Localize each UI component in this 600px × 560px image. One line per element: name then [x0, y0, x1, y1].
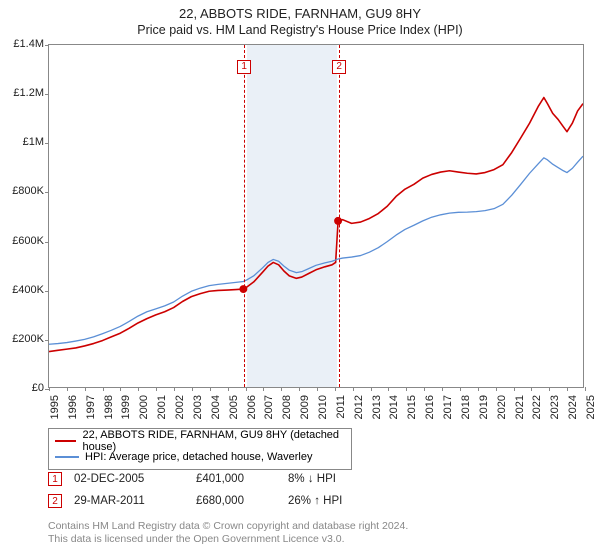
sale-marker-1: 1	[48, 472, 62, 486]
y-axis-label: £1.2M	[0, 87, 44, 99]
chart-marker-label: 1	[237, 60, 251, 74]
sale-row-1: 1 02-DEC-2005 £401,000 8% ↓ HPI	[48, 472, 378, 486]
sale-price-1: £401,000	[196, 473, 276, 485]
y-axis-label: £0	[0, 382, 44, 394]
y-axis-label: £800K	[0, 185, 44, 197]
legend: 22, ABBOTS RIDE, FARNHAM, GU9 8HY (detac…	[48, 428, 352, 470]
footnote-line-1: Contains HM Land Registry data © Crown c…	[48, 520, 408, 533]
y-axis-label: £200K	[0, 333, 44, 345]
plot-svg	[49, 45, 583, 387]
y-axis-label: £600K	[0, 235, 44, 247]
footnote-line-2: This data is licensed under the Open Gov…	[48, 533, 408, 546]
legend-swatch-1	[55, 440, 76, 442]
chart-subtitle: Price paid vs. HM Land Registry's House …	[0, 21, 600, 41]
legend-swatch-2	[55, 456, 79, 458]
plot-area: 1995199619971998199920002001200220032004…	[48, 44, 584, 388]
sale-delta-2: 26% ↑ HPI	[288, 495, 378, 507]
chart-container: 22, ABBOTS RIDE, FARNHAM, GU9 8HY Price …	[0, 0, 600, 560]
legend-item-1: 22, ABBOTS RIDE, FARNHAM, GU9 8HY (detac…	[55, 433, 345, 449]
legend-item-2: HPI: Average price, detached house, Wave…	[55, 449, 345, 465]
sale-date-1: 02-DEC-2005	[74, 473, 184, 485]
sale-delta-1: 8% ↓ HPI	[288, 473, 378, 485]
footnote: Contains HM Land Registry data © Crown c…	[48, 520, 408, 546]
chart-title: 22, ABBOTS RIDE, FARNHAM, GU9 8HY	[0, 0, 600, 21]
sale-marker-2: 2	[48, 494, 62, 508]
sale-date-2: 29-MAR-2011	[74, 495, 184, 507]
y-axis-label: £1.4M	[0, 38, 44, 50]
chart-marker-label: 2	[332, 60, 346, 74]
legend-label-1: 22, ABBOTS RIDE, FARNHAM, GU9 8HY (detac…	[82, 429, 345, 453]
legend-label-2: HPI: Average price, detached house, Wave…	[85, 451, 312, 463]
sale-price-2: £680,000	[196, 495, 276, 507]
y-axis-label: £1M	[0, 136, 44, 148]
sale-row-2: 2 29-MAR-2011 £680,000 26% ↑ HPI	[48, 494, 378, 508]
y-axis-label: £400K	[0, 284, 44, 296]
